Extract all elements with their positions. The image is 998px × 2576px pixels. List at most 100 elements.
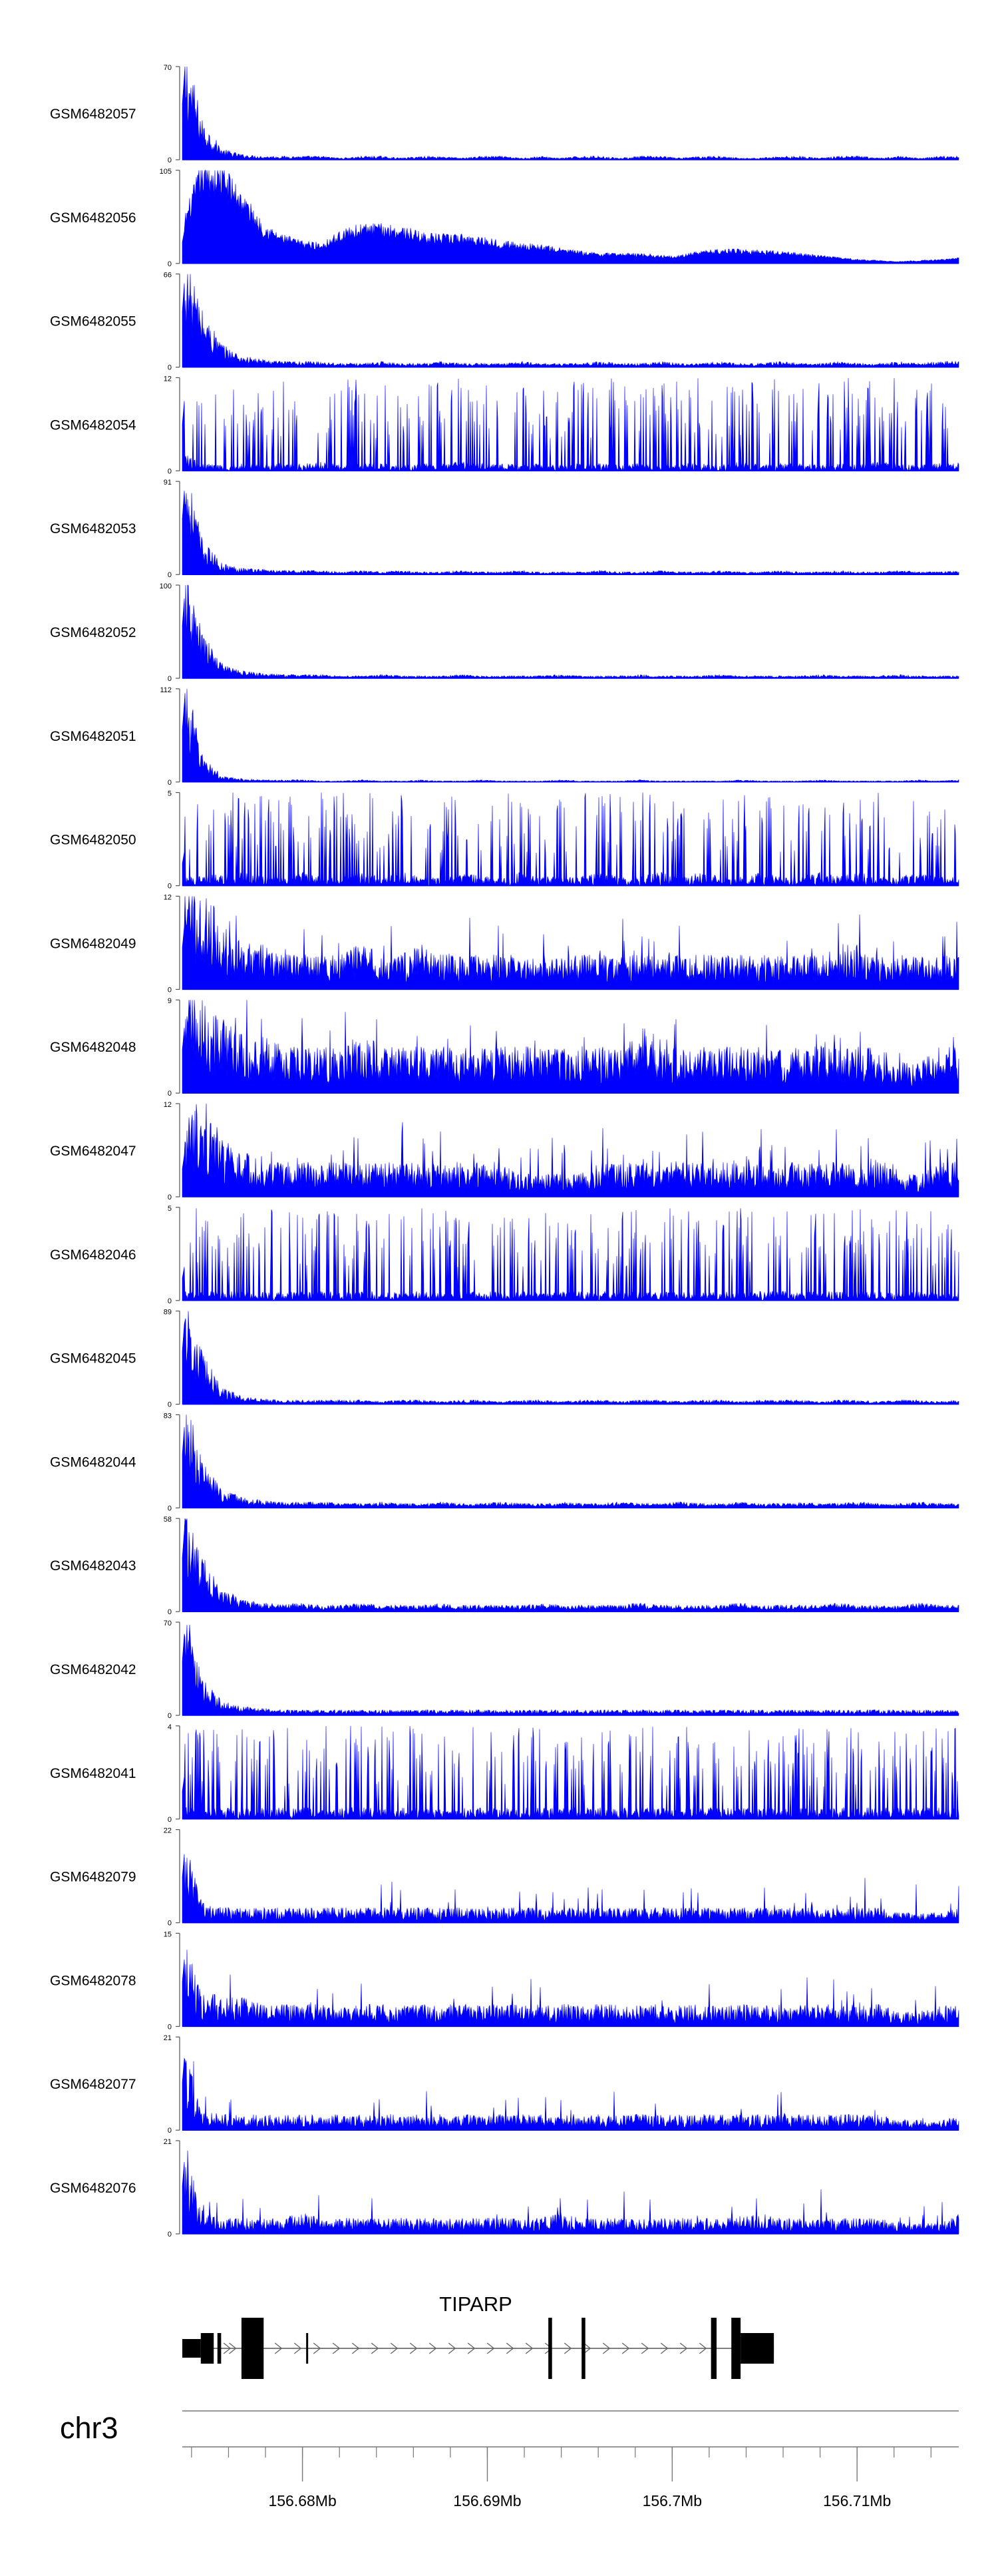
y-axis-max-label: 4 [168, 1723, 172, 1731]
track-GSM6482045: GSM6482045 89 0 [50, 1309, 959, 1409]
y-axis-max-label: 66 [164, 272, 172, 280]
y-axis-min-label: 0 [168, 2231, 172, 2239]
y-axis-min-label: 0 [168, 571, 172, 579]
coverage-area [182, 2057, 959, 2131]
track-GSM6482077: GSM6482077 21 0 [50, 2034, 959, 2135]
y-axis-min-label: 0 [168, 156, 172, 164]
track-GSM6482048: GSM6482048 9 0 [50, 997, 959, 1098]
gene-exon [200, 2333, 214, 2364]
axis-tick-label: 156.68Mb [268, 2492, 336, 2509]
strand-arrow [641, 2342, 649, 2354]
y-axis-max-label: 70 [164, 1619, 172, 1627]
track-GSM6482051: GSM6482051 112 0 [50, 686, 959, 787]
coverage-area [182, 1311, 959, 1404]
strand-arrow [583, 2342, 591, 2354]
track-GSM6482044: GSM6482044 83 0 [50, 1412, 959, 1512]
gene-exon [582, 2318, 585, 2379]
track-GSM6482046: GSM6482046 5 0 [50, 1205, 959, 1305]
coverage-area [182, 274, 959, 367]
y-axis-min-label: 0 [168, 986, 172, 994]
track-GSM6482041: GSM6482041 4 0 [50, 1723, 959, 1824]
gene-exon [182, 2339, 201, 2358]
y-axis-max-label: 12 [164, 893, 172, 901]
y-axis-min-label: 0 [168, 675, 172, 683]
track-label: GSM6482045 [50, 1351, 136, 1367]
y-axis-max-label: 112 [160, 686, 172, 694]
strand-arrow [229, 2342, 237, 2354]
y-axis-min-label: 0 [168, 467, 172, 475]
coverage-area [182, 792, 959, 887]
strand-arrow [332, 2342, 341, 2354]
y-axis-min-label: 0 [168, 1608, 172, 1616]
y-axis-min-label: 0 [168, 364, 172, 372]
track-GSM6482078: GSM6482078 15 0 [50, 1930, 959, 2031]
gene-exon [306, 2333, 309, 2364]
coverage-area [182, 1208, 959, 1301]
y-axis-min-label: 0 [168, 1401, 172, 1409]
track-GSM6482047: GSM6482047 12 0 [50, 1101, 959, 1201]
strand-arrow [660, 2342, 669, 2354]
strand-arrow [699, 2342, 707, 2354]
y-axis-min-label: 0 [168, 1193, 172, 1201]
track-label: GSM6482079 [50, 1870, 136, 1885]
coverage-area [182, 1950, 959, 2027]
track-label: GSM6482057 [50, 107, 136, 122]
y-axis-max-label: 9 [168, 997, 172, 1005]
track-label: GSM6482052 [50, 625, 136, 640]
y-axis-min-label: 0 [168, 260, 172, 268]
coverage-area [182, 1624, 959, 1716]
track-GSM6482079: GSM6482079 22 0 [50, 1827, 959, 1928]
track-GSM6482053: GSM6482053 91 0 [50, 479, 959, 579]
track-label: GSM6482077 [50, 2077, 136, 2092]
strand-arrow [409, 2342, 418, 2354]
gene-exon [217, 2333, 222, 2364]
coverage-area [182, 1725, 959, 1820]
track-label: GSM6482049 [50, 936, 136, 951]
strand-arrow [506, 2342, 514, 2354]
y-axis-max-label: 89 [164, 1309, 172, 1317]
coverage-area [182, 1854, 959, 1923]
y-axis-max-label: 83 [164, 1412, 172, 1420]
y-axis-min-label: 0 [168, 1504, 172, 1512]
strand-arrow [313, 2342, 321, 2354]
track-label: GSM6482043 [50, 1558, 136, 1574]
track-label: GSM6482078 [50, 1973, 136, 1988]
coverage-area [182, 688, 959, 783]
y-axis-max-label: 100 [160, 582, 172, 590]
y-axis-min-label: 0 [168, 779, 172, 787]
gene-name-label: TIPARP [439, 2292, 512, 2316]
y-axis-max-label: 21 [164, 2034, 172, 2042]
strand-arrow [371, 2342, 379, 2354]
y-axis-max-label: 58 [164, 1516, 172, 1524]
coverage-area [182, 896, 959, 990]
genome-axis: chr3 156.68Mb 156.69Mb 156.7Mb 156.71Mb [60, 2410, 959, 2509]
axis-tick-label: 156.69Mb [453, 2492, 521, 2509]
strand-arrow [564, 2342, 572, 2354]
gene-exon [741, 2333, 774, 2364]
y-axis-min-label: 0 [168, 1920, 172, 1928]
coverage-area [182, 1000, 959, 1094]
gene-exon [711, 2318, 717, 2379]
coverage-area [182, 584, 959, 679]
track-label: GSM6482076 [50, 2181, 136, 2196]
track-label: GSM6482050 [50, 833, 136, 848]
y-axis-min-label: 0 [168, 1297, 172, 1305]
strand-arrow [602, 2342, 611, 2354]
track-label: GSM6482056 [50, 210, 136, 226]
track-GSM6482057: GSM6482057 70 0 [50, 64, 959, 164]
track-GSM6482049: GSM6482049 12 0 [50, 893, 959, 994]
track-GSM6482043: GSM6482043 58 0 [50, 1516, 959, 1616]
coverage-tracks: GSM6482057 70 0 GSM6482056 105 0 GSM6482055 66 0… [50, 64, 959, 2239]
y-axis-max-label: 105 [160, 168, 172, 176]
coverage-area [182, 66, 959, 160]
strand-arrow [428, 2342, 437, 2354]
gene-exon [243, 2318, 264, 2379]
track-label: GSM6482055 [50, 314, 136, 329]
strand-arrow [274, 2342, 283, 2354]
strand-arrow [467, 2342, 476, 2354]
track-GSM6482056: GSM6482056 105 0 [50, 168, 959, 268]
y-axis-min-label: 0 [168, 883, 172, 891]
y-axis-max-label: 5 [168, 790, 172, 798]
axis-ticks: 156.68Mb 156.69Mb 156.7Mb 156.71Mb [182, 2410, 959, 2509]
strand-arrow [293, 2342, 302, 2354]
